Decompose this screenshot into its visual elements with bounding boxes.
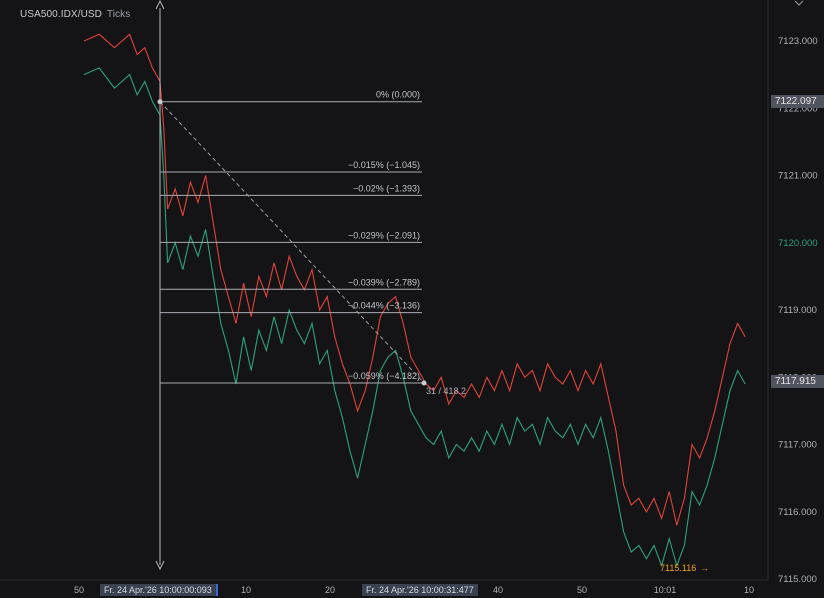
- time-tick-label: 50: [577, 585, 587, 595]
- fib-level-label: −0.015% (−1.045): [348, 160, 420, 170]
- time-tick-label: 10:01: [654, 585, 677, 595]
- fib-level-label: −0.02% (−1.393): [353, 183, 420, 193]
- fib-level-label: −0.039% (−2.789): [348, 277, 420, 287]
- arrow-up-icon: [155, 0, 165, 10]
- price-tick-label: 7120.000: [778, 238, 818, 249]
- time-badge-start: Fr. 24 Apr.'26 10:00:00:093: [100, 584, 218, 596]
- series-line-ask: [83, 33, 746, 526]
- price-tick-label: 7122.000: [778, 103, 818, 114]
- fib-anchor-end[interactable]: [421, 380, 427, 386]
- price-badge-upper: 7122.097: [771, 95, 824, 108]
- time-tick-label: 40: [493, 585, 503, 595]
- time-tick-label: 10: [241, 585, 251, 595]
- price-badge-lower: 7117.915: [771, 375, 824, 388]
- fib-anchor-start[interactable]: [157, 99, 163, 105]
- price-series-layer: [83, 33, 746, 568]
- measure-label: 31 / 418.2: [426, 386, 466, 396]
- price-tick-label: 7117.000: [778, 440, 817, 451]
- price-tick-label: 7121.000: [778, 171, 818, 182]
- low-price-label: 7115.116: [660, 563, 697, 573]
- price-axis: 7123.000 7122.000 7121.000 7120.000 7119.000…: [767, 0, 818, 585]
- fib-level-label: −0.059% (−4.182): [348, 371, 420, 381]
- fib-trend-line[interactable]: [159, 101, 425, 384]
- time-axis: 50 10 20 40 50 10:01 10: [0, 579, 768, 595]
- chevron-down-icon[interactable]: [794, 0, 804, 6]
- low-arrow-icon: →: [700, 563, 709, 573]
- price-tick-label: 7115.000: [778, 574, 817, 585]
- fibonacci-retracement[interactable]: 0% (0.000) −0.015% (−1.045) −0.02% (−1.393…: [155, 0, 466, 571]
- interval-label: Ticks: [106, 9, 131, 20]
- arrow-down-icon: [155, 560, 165, 571]
- time-tick-label: 10: [744, 585, 754, 595]
- symbol-label: USA500.IDX/USD: [20, 9, 102, 20]
- time-badge-end: Fr. 24 Apr.'26 10:00:31:477: [362, 584, 478, 596]
- fib-level-label: −0.029% (−2.091): [348, 230, 420, 240]
- time-tick-label: 20: [325, 585, 335, 595]
- chart-title: USA500.IDX/USD Ticks: [20, 9, 130, 20]
- price-tick-label: 7123.000: [778, 36, 818, 47]
- price-tick-label: 7119.000: [778, 305, 817, 316]
- price-tick-label: 7116.000: [778, 507, 817, 518]
- fib-level-label: 0% (0.000): [376, 90, 420, 100]
- series-line-bid: [83, 67, 746, 568]
- fib-level-label: −0.044% (−3.136): [348, 301, 420, 311]
- time-tick-label: 50: [74, 585, 84, 595]
